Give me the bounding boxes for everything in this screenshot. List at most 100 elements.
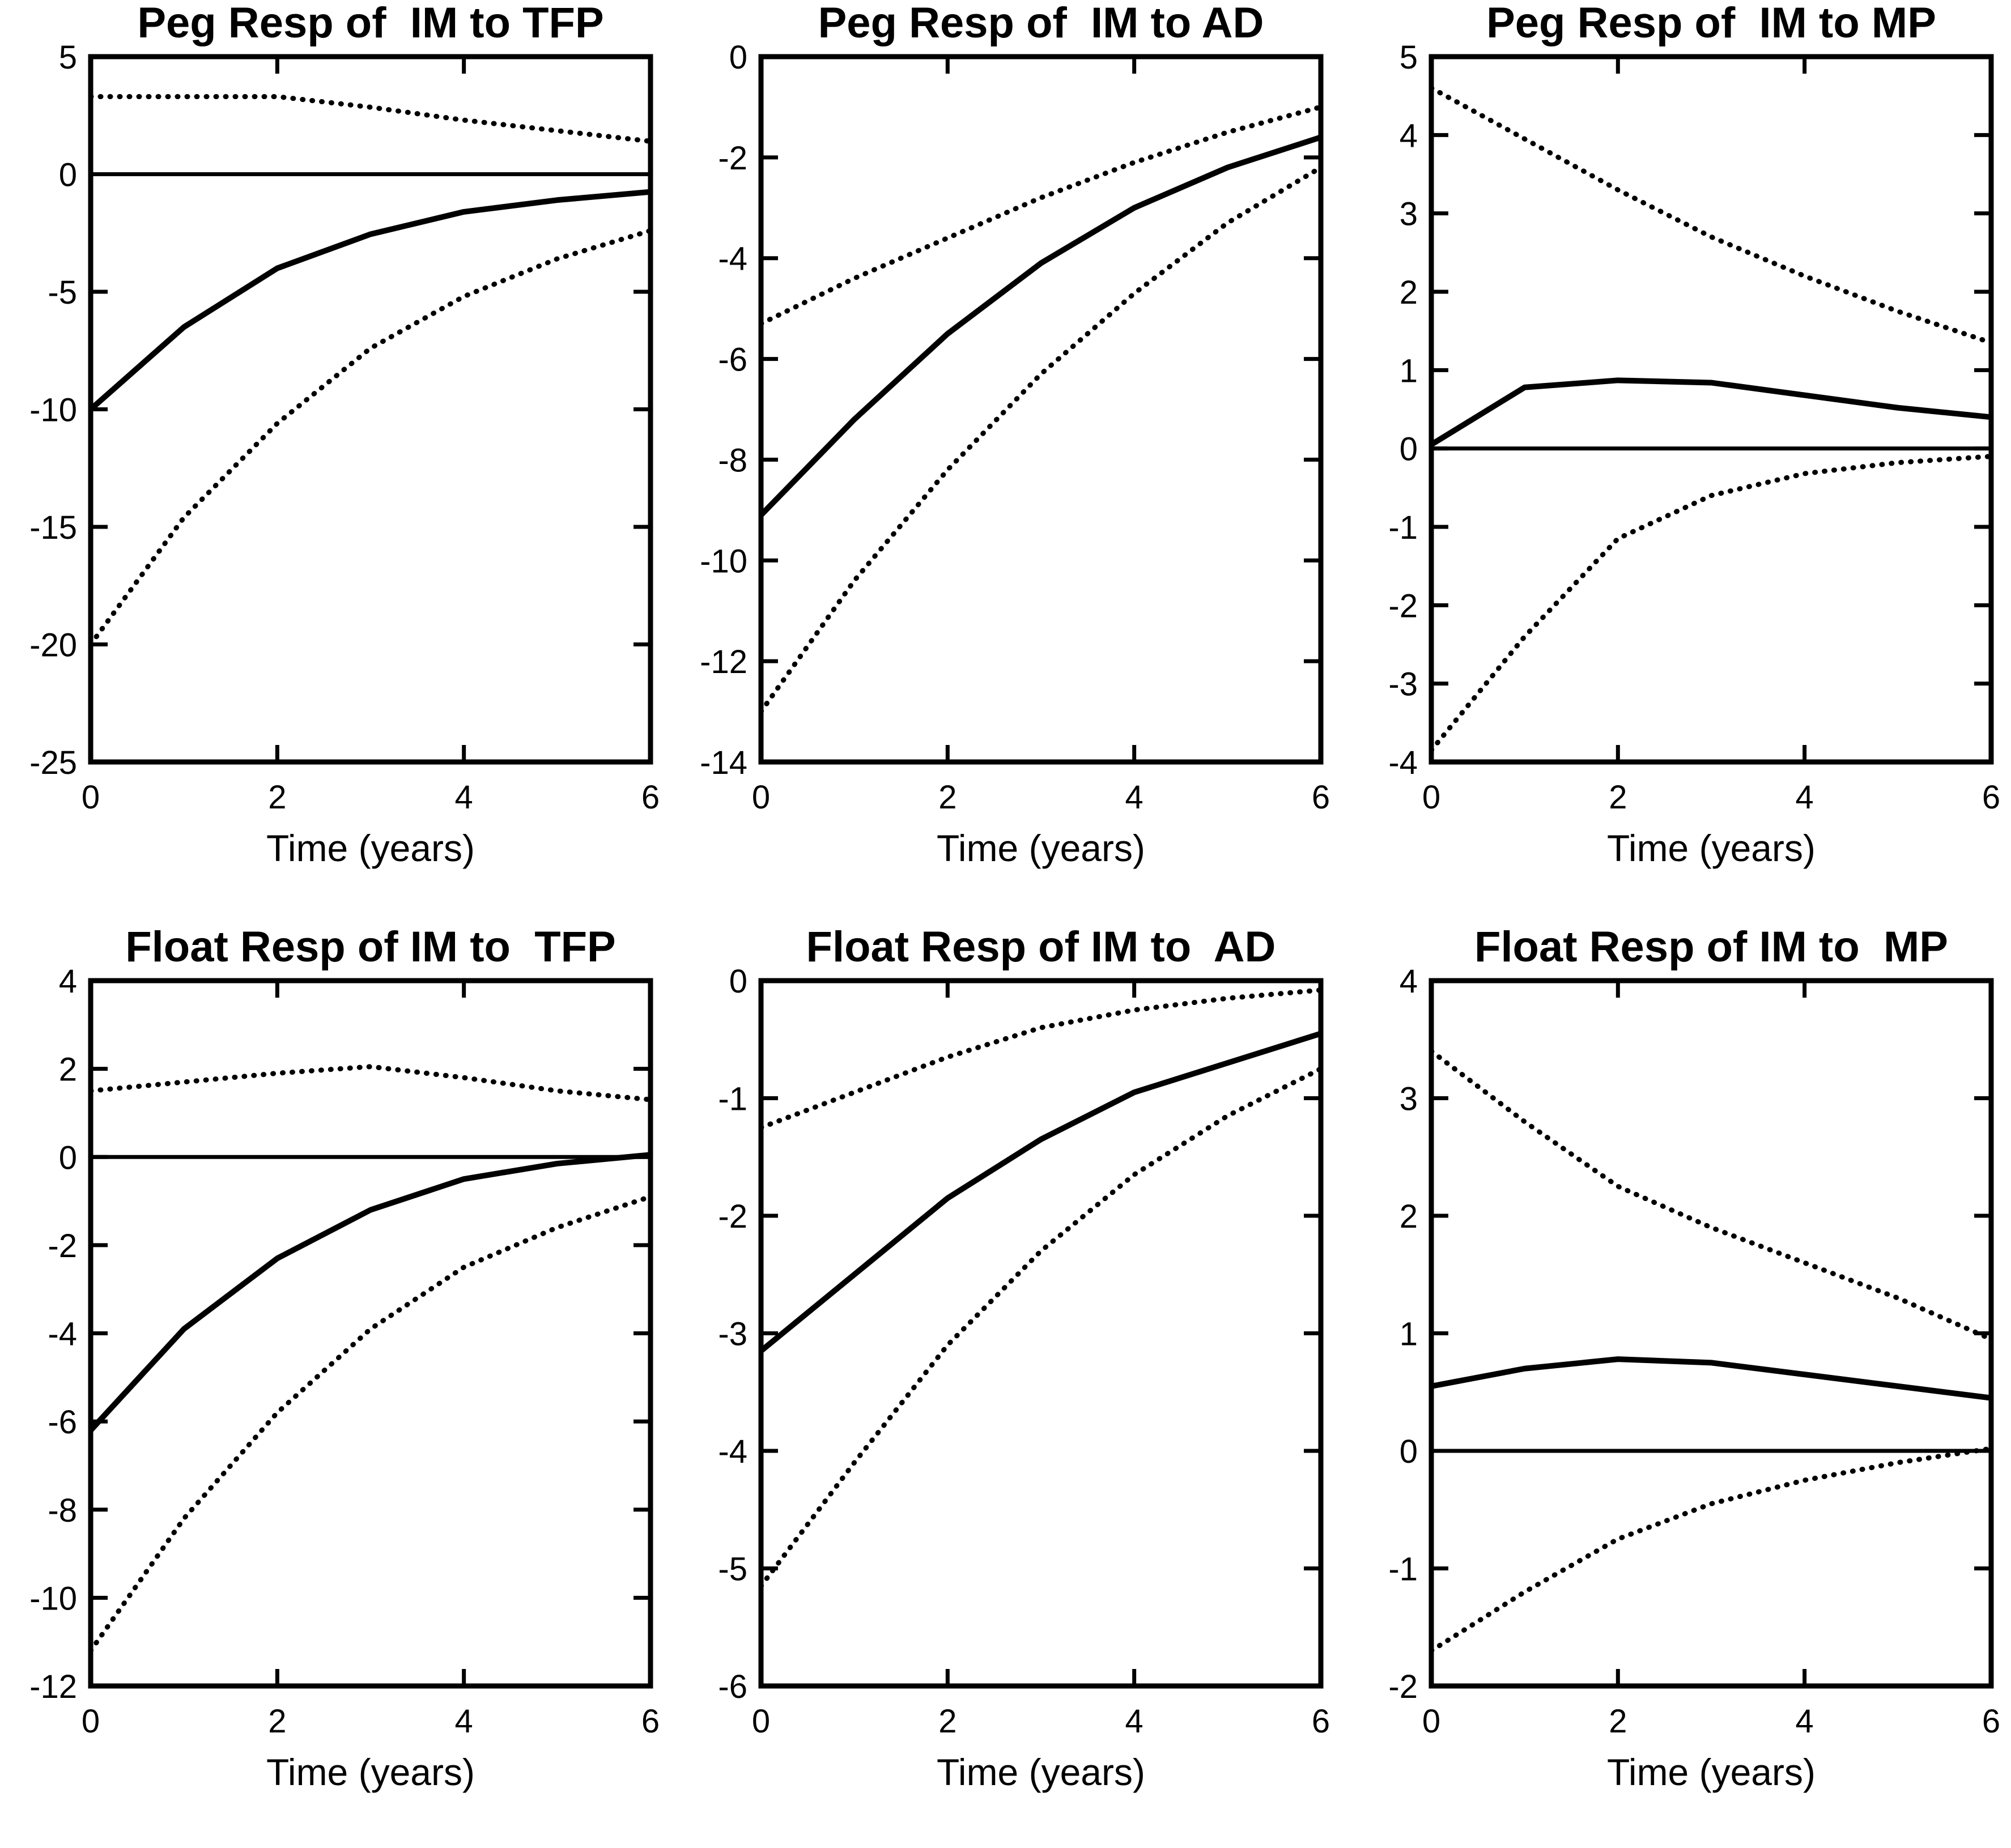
x-axis-label: Time (years) [1607,827,1816,869]
y-tick-label: -2 [718,1198,747,1235]
x-tick-label: 4 [455,1703,473,1740]
plot-box [758,978,1324,1689]
series-lower-band [758,165,1324,714]
x-tick-label: 6 [1312,1703,1330,1740]
y-tick-label: -2 [1388,1668,1418,1705]
y-tick-label: -8 [48,1492,77,1529]
y-tick-label: -4 [1388,744,1418,781]
chart-title: Peg Resp of IM to MP [1486,0,1936,47]
x-tick-label: 6 [641,1703,660,1740]
series-lower-band [1428,1446,1994,1654]
subplot-peg-im-ad: Peg Resp of IM to AD 0 2 4 6 0 -2 -4 -6 -8 -10 -12… [670,0,1341,924]
x-tick-label: 2 [1609,1703,1627,1740]
chart-title: Float Resp of IM to TFP [125,924,616,971]
y-tick-label: 4 [1400,117,1418,154]
x-tick-label: 0 [82,779,100,816]
y-tick-label: 0 [729,963,747,1000]
y-tick-label: 5 [59,39,77,76]
y-tick-label: 4 [59,963,77,1000]
x-tick-label: 2 [1609,779,1627,816]
x-tick-label: 2 [938,779,956,816]
y-tick-label: -12 [700,644,747,680]
y-tick-label: -3 [1388,666,1418,703]
y-tick-label: -2 [48,1228,77,1264]
y-tick-label: -1 [1388,1551,1418,1588]
y-tick-label: 2 [1400,274,1418,311]
x-tick-label: 2 [268,1703,286,1740]
series-point-estimate [1430,377,1992,448]
subplot-float-im-mp: Float Resp of IM to MP 0 2 4 6 4 3 2 1 0 -1 -2 Tim… [1341,924,2011,1848]
x-tick-label: 4 [1796,779,1814,816]
x-tick-label: 0 [82,1703,100,1740]
y-tick-label: -1 [1388,509,1418,546]
x-axis-label: Time (years) [266,1751,475,1793]
y-tick-label: -6 [718,1668,747,1705]
series-lower-band [1428,454,1994,753]
chart-title: Float Resp of IM to MP [1474,924,1948,971]
y-tick-label: -5 [718,1551,747,1588]
subplot-peg-im-tfp: Peg Resp of IM to TFP 0 2 4 6 5 0 -5 -10 -15 -20 -… [0,0,670,924]
plot-area: 0 2 4 6 0 -2 -4 -6 -8 -10 -12 -14 [700,39,1330,816]
y-tick-label: -25 [29,744,77,781]
series-lower-band [758,1066,1324,1589]
y-tick-label: -3 [718,1316,747,1353]
plot-box [88,978,653,1689]
y-tick-label: -2 [718,140,747,177]
y-tick-label: -14 [700,744,747,781]
y-tick-label: 0 [59,1139,77,1176]
subplot-float-im-tfp: Float Resp of IM to TFP 0 2 4 6 4 2 0 -2 -4 -6 -8 -… [0,924,670,1848]
plot-area: 0 2 4 6 5 0 -5 -10 -15 -20 -25 [29,39,660,816]
y-tick-label: -4 [718,241,747,278]
y-tick-label: 1 [1400,352,1418,389]
y-tick-label: -10 [29,392,77,429]
x-tick-label: 0 [1422,1703,1440,1740]
x-tick-label: 0 [752,1703,770,1740]
x-tick-label: 4 [455,779,473,816]
y-tick-label: -2 [1388,587,1418,624]
plot-box [88,54,653,765]
series-upper-band [758,104,1324,326]
y-tick-label: 0 [1400,1433,1418,1470]
series-point-estimate [759,134,1322,517]
y-tick-label: -4 [718,1433,747,1470]
x-tick-label: 6 [1982,1703,2000,1740]
x-tick-label: 4 [1125,1703,1143,1740]
y-tick-label: 3 [1400,196,1418,233]
y-tick-label: -5 [48,274,77,311]
x-tick-label: 2 [268,779,286,816]
y-tick-label: 0 [1400,431,1418,468]
y-tick-label: -15 [29,509,77,546]
series-lower-band [88,1194,653,1654]
y-tick-label: 2 [1400,1198,1418,1235]
x-axis-label: Time (years) [937,1751,1145,1793]
y-tick-label: -4 [48,1316,77,1353]
series-point-estimate [759,1031,1322,1353]
y-tick-label: -10 [29,1580,77,1617]
series-upper-band [758,987,1324,1130]
plot-box [1428,54,1994,765]
series-upper-band [88,1064,653,1102]
plot-box [1428,978,1994,1689]
x-tick-label: 4 [1796,1703,1814,1740]
x-tick-label: 6 [1982,779,2000,816]
series-upper-band [88,94,653,144]
y-tick-label: -12 [29,1668,77,1705]
y-tick-label: -20 [29,627,77,664]
y-tick-label: 0 [729,39,747,76]
x-tick-label: 2 [938,1703,956,1740]
y-tick-label: 0 [59,157,77,194]
y-tick-label: -8 [718,442,747,479]
x-axis-label: Time (years) [266,827,475,869]
x-tick-label: 6 [1312,779,1330,816]
chart-title: Float Resp of IM to AD [806,924,1276,971]
subplot-peg-im-mp: Peg Resp of IM to MP 0 2 4 6 5 4 3 2 1 0 -1 -2 -3 -4 … [1341,0,2011,924]
x-tick-label: 4 [1125,779,1143,816]
series-lower-band [88,228,653,647]
series-upper-band [1428,85,1994,346]
x-tick-label: 0 [1422,779,1440,816]
series-point-estimate [88,1152,651,1433]
series-upper-band [1428,1049,1994,1342]
y-tick-label: 2 [59,1051,77,1088]
plot-area: 0 2 4 6 0 -1 -2 -3 -4 -5 -6 [718,963,1330,1740]
